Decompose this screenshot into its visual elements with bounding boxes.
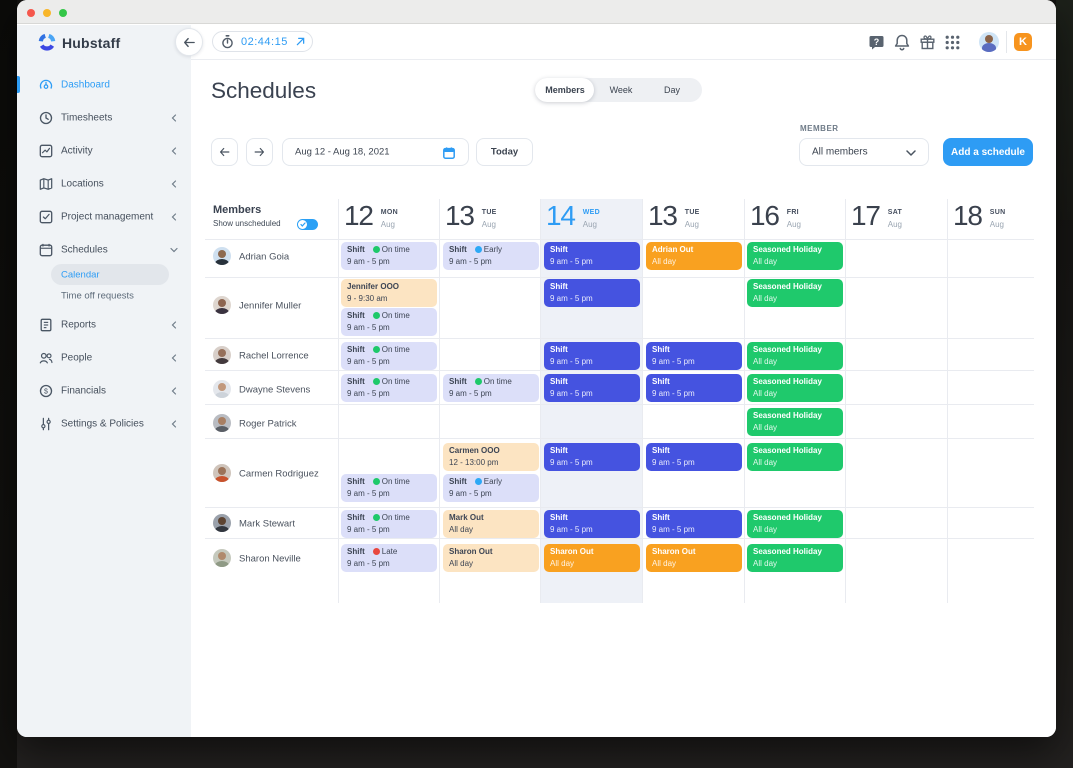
svg-text:$: $ <box>44 389 48 396</box>
svg-text:?: ? <box>874 37 880 47</box>
